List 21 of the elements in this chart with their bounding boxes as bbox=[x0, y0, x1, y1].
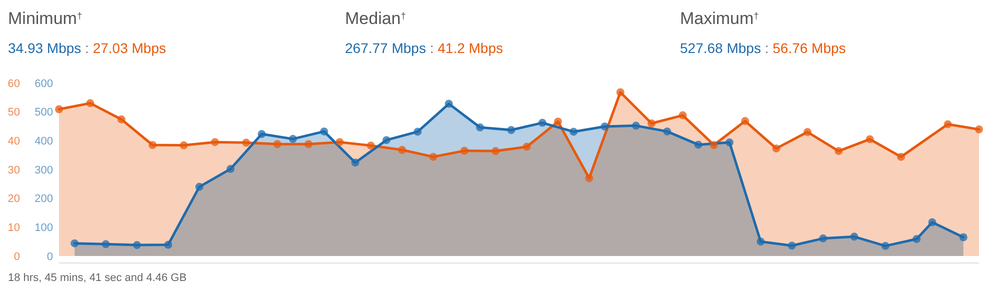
y2-tick-label: 500 bbox=[34, 106, 53, 119]
y2-tick-label: 300 bbox=[34, 164, 53, 176]
text: 34.93 Mbps : 27.03 Mbps bbox=[8, 40, 166, 56]
y-tick-label: 60 bbox=[8, 78, 20, 90]
y-tick-label: 50 bbox=[8, 106, 20, 119]
text: 18 hrs, 45 mins, 41 sec and 4.46 GB bbox=[8, 272, 187, 284]
y2-tick-label: 600 bbox=[34, 78, 53, 90]
text: 267.77 Mbps : 41.2 Mbps bbox=[345, 40, 503, 56]
text: Minimum$^{†}$ bbox=[8, 9, 82, 28]
y-tick-label: 40 bbox=[8, 136, 20, 148]
y-tick-label: 10 bbox=[8, 222, 20, 234]
text: Maximum$^{†}$ bbox=[680, 9, 759, 28]
y-tick-label: 30 bbox=[8, 164, 20, 176]
text: 527.68 Mbps : 56.76 Mbps bbox=[680, 40, 846, 56]
y-tick-label: 0 bbox=[14, 250, 20, 263]
y2-tick-label: 100 bbox=[34, 222, 53, 234]
y-tick-label: 20 bbox=[8, 193, 20, 206]
y2-tick-label: 400 bbox=[34, 136, 53, 148]
y2-tick-label: 0 bbox=[46, 250, 53, 263]
y2-tick-label: 200 bbox=[34, 193, 53, 206]
text: Median$^{†}$ bbox=[345, 9, 406, 28]
